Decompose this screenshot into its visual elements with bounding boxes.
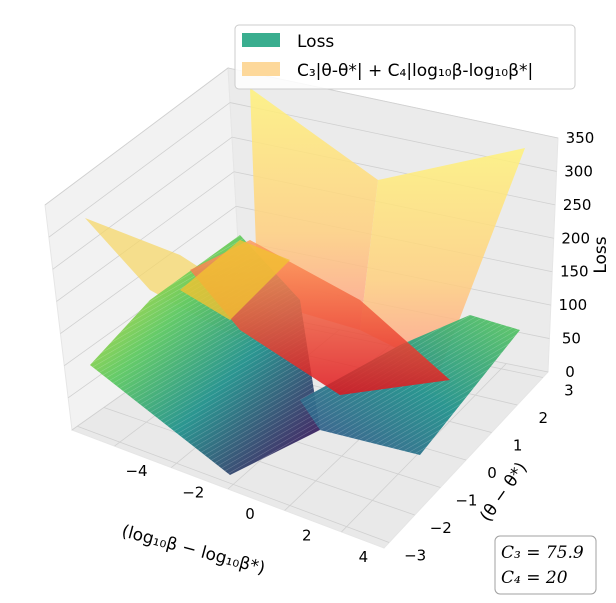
z-tick-label: 150 [560,263,589,281]
grid-line [103,407,415,516]
annotation-c4: C₄ = 20 [501,568,568,588]
grid-line [77,425,390,543]
z-axis-ticks: 0 50 100 150 200 250 300 350 [559,129,595,381]
y-tick-label: 3 [564,382,574,400]
z-tick-label: 200 [561,229,590,247]
z-axis-label: Loss [591,236,611,273]
y-tick-label: −2 [430,519,452,537]
x-tick-label: 0 [245,505,255,523]
z-tick-label: 350 [566,129,595,147]
annotation-c3: C₃ = 75.9 [501,543,584,563]
x-tick-label: −4 [125,462,147,480]
y-tick-label: −1 [455,492,477,510]
z-tick-label: 50 [562,330,581,348]
legend-label-loss: Loss [297,32,334,52]
y-tick-label: 0 [487,464,497,482]
abs-surface-back-right [360,148,525,370]
legend-box [234,24,576,90]
surface-loss [90,235,520,475]
z-tick-label: 300 [564,162,593,180]
x-axis-label: (log₁₀β − log₁₀β*) [119,521,267,579]
y-tick-label: −3 [404,547,426,565]
z-tick-label: 250 [563,196,592,214]
grid-line [52,136,233,270]
grid-line [48,102,231,238]
x-tick-label: 4 [359,548,369,566]
y-tick-label: 1 [513,437,523,455]
x-tick-label: 2 [302,526,312,544]
loss-surface-back-ridge [180,240,290,320]
parameter-annotation: C₃ = 75.9 C₄ = 20 [494,535,597,595]
y-axis-label: (θ − θ*) [476,459,531,526]
z-tick-label: 0 [565,363,575,381]
grid-line [56,171,235,302]
x-axis-ticks: −4 −2 0 2 4 [125,462,368,566]
legend-swatch-loss [242,33,280,47]
grid-line [44,67,229,206]
legend-label-abs-model: C₃|θ-θ*| + C₄|log₁₀β-log₁₀β*| [297,61,533,81]
x-tick-label: −2 [182,484,204,502]
y-tick-label: 2 [538,409,548,427]
legend: Loss C₃|θ-θ*| + C₄|log₁₀β-log₁₀β*| [234,24,576,90]
z-tick-label: 100 [559,296,588,314]
legend-swatch-abs-model [242,62,280,76]
annotation-box [494,535,597,595]
